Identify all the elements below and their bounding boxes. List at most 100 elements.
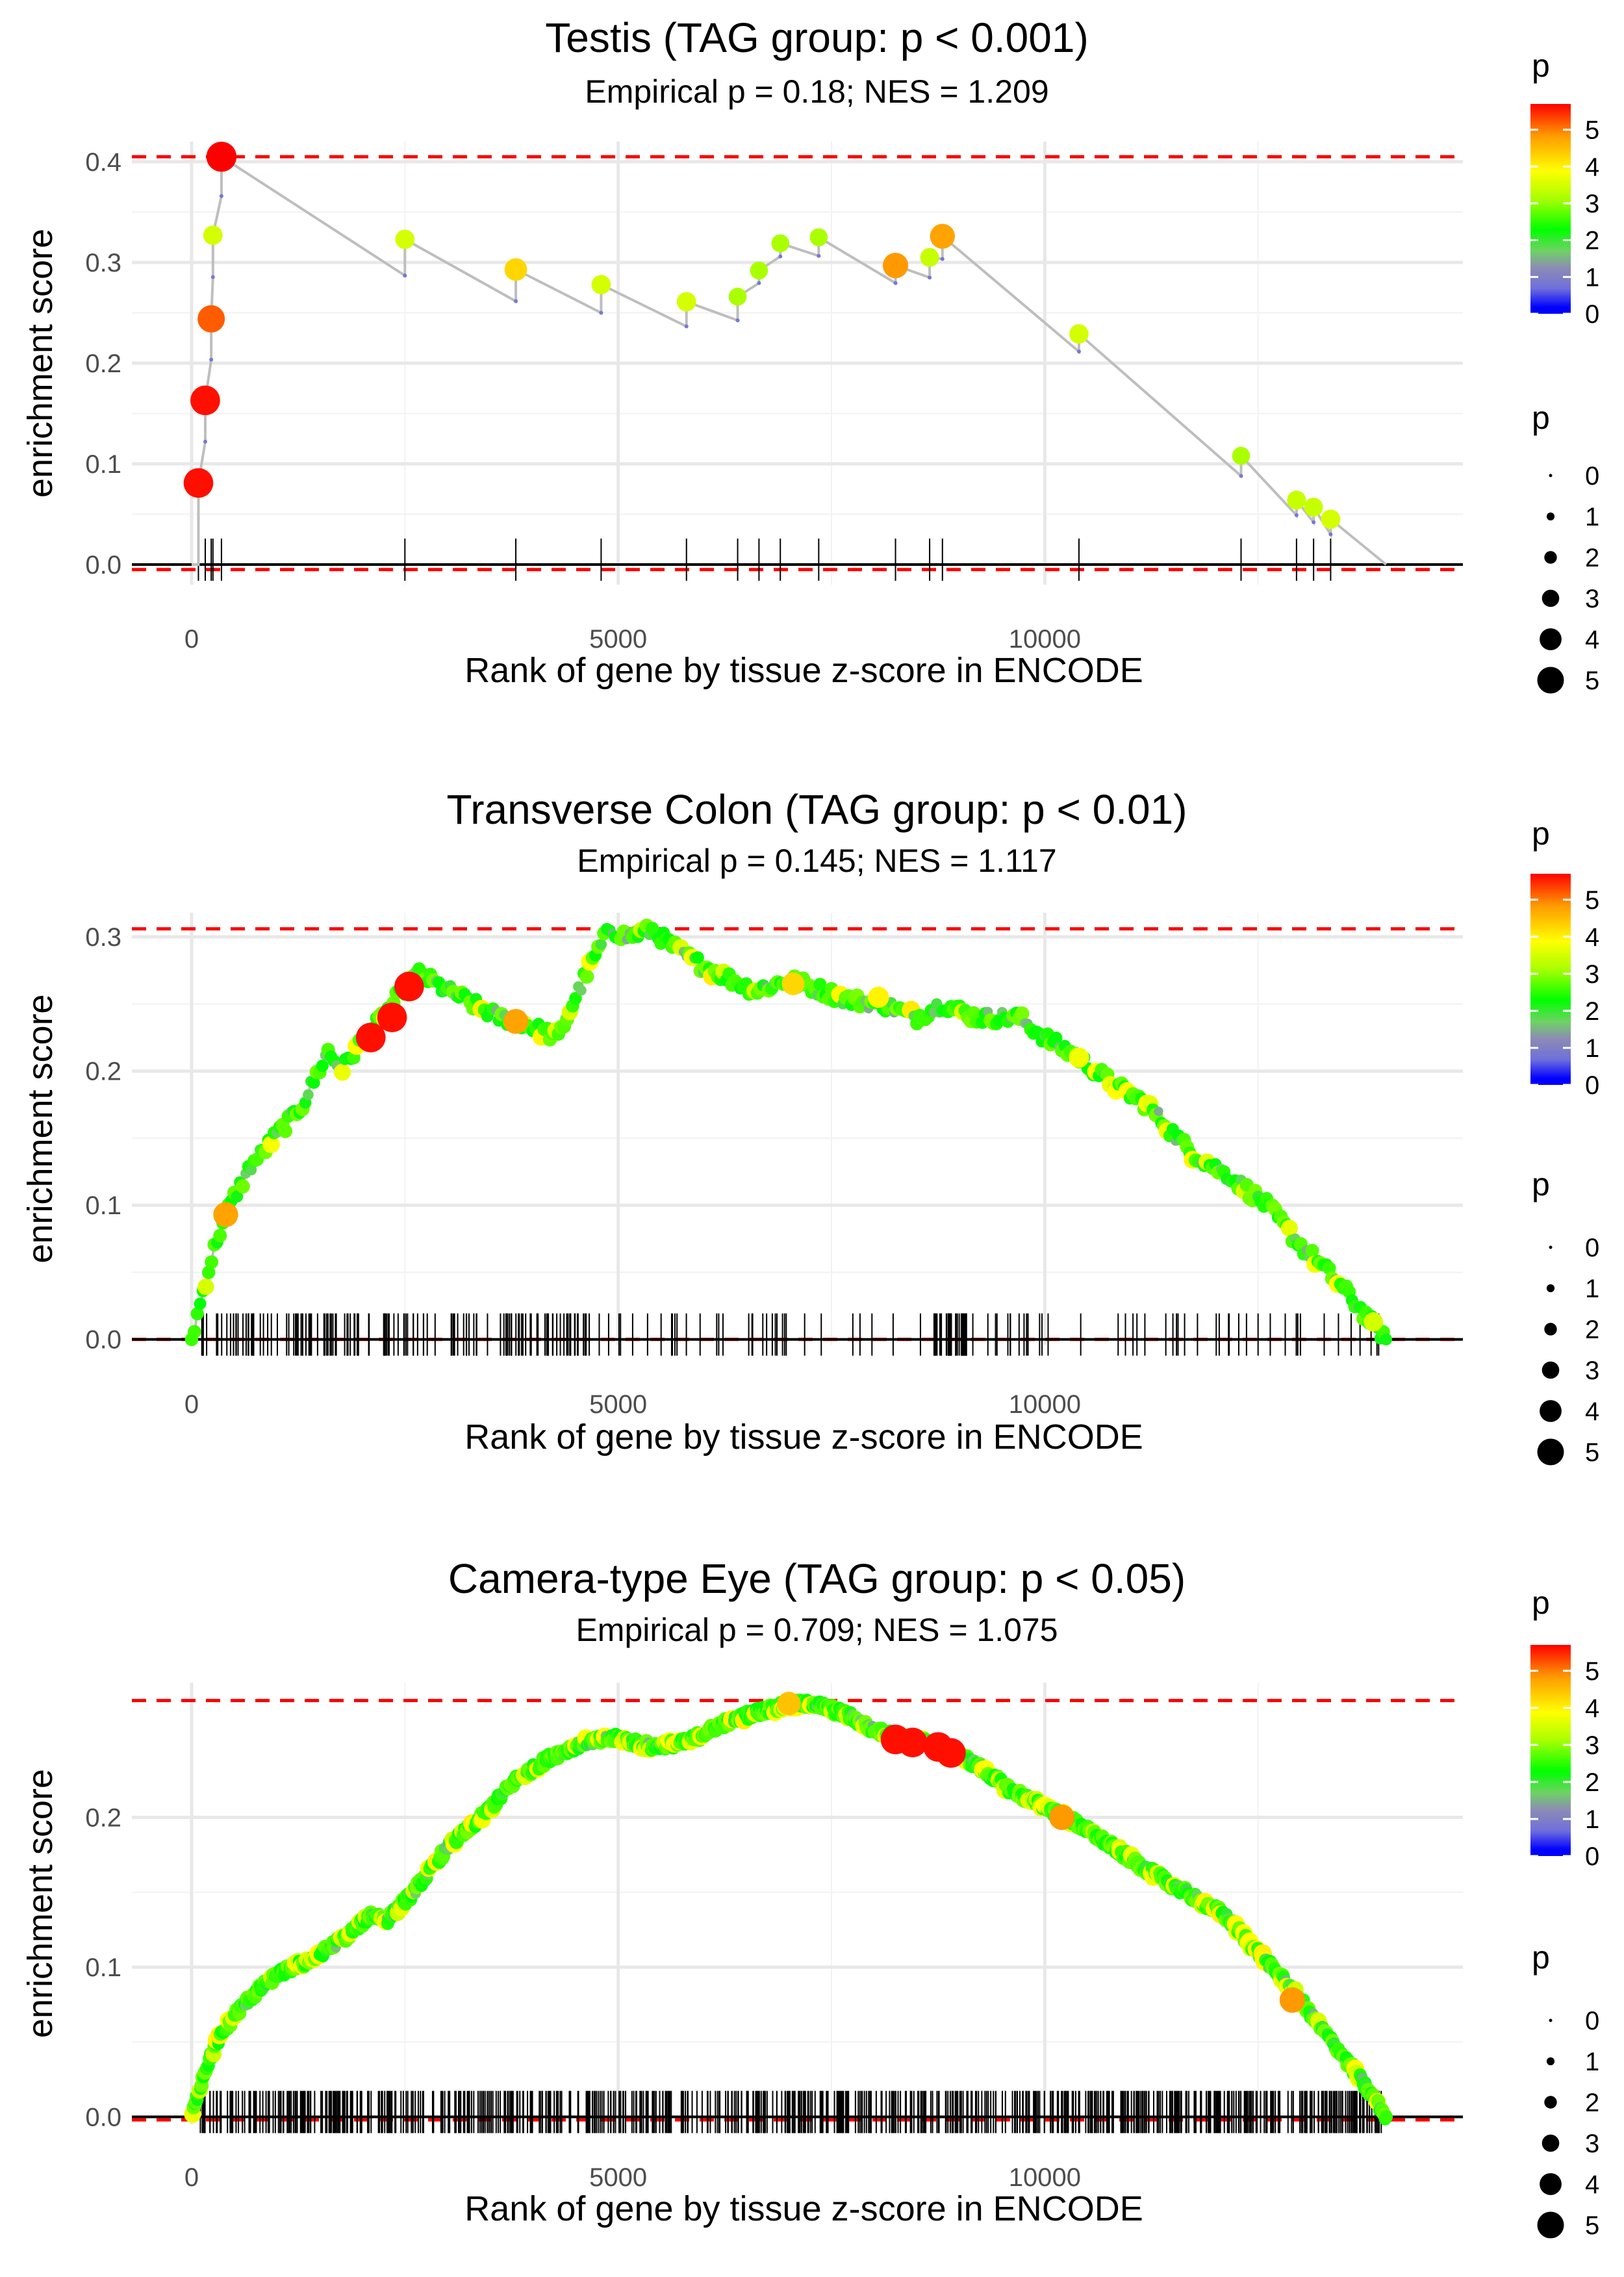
hit-point [1050,1032,1063,1044]
size-legend-title: p [1532,1939,1550,1976]
size-legend-label: 0 [1585,2007,1599,2035]
x-tick-label: 0 [184,2163,199,2192]
color-legend: p 0 1 2 3 4 5 [1530,1584,1599,1871]
color-legend-label: 4 [1585,923,1599,952]
color-legend-label: 3 [1585,1731,1599,1760]
size-legend: p 0 1 2 3 4 5 [1532,1166,1599,1467]
hit-point [333,1063,351,1081]
panel-2: Transverse Colon (TAG group: p < 0.01) Em… [21,786,1599,1467]
hit-point [1154,1106,1163,1117]
x-tick-label: 5000 [589,625,647,654]
y-tick-label: 0.3 [85,249,121,277]
x-tick-label: 10000 [1009,625,1081,654]
hit-point [1049,1804,1075,1831]
hit-point [187,1325,201,1339]
size-legend-label: 3 [1585,1356,1599,1385]
non-hit-point [1328,532,1333,537]
rank-rug [199,2091,1382,2133]
panel-3: Camera-type Eye (TAG group: p < 0.05) Emp… [21,1555,1599,2240]
y-tick-label: 0.0 [85,551,121,579]
hit-point [595,939,607,950]
hit-point [576,985,587,996]
x-tick-label: 0 [184,1390,199,1419]
hit-point [194,1297,207,1310]
hit-point [809,228,828,247]
chart-title: Camera-type Eye (TAG group: p < 0.05) [448,1555,1186,1602]
hit-point [1069,324,1089,344]
hit-point [1379,2110,1393,2124]
size-legend-label: 5 [1585,2211,1599,2240]
non-hit-point [757,281,761,285]
color-legend-label: 5 [1585,886,1599,915]
non-hit-point [893,281,898,285]
size-legend-dot [1549,1245,1553,1249]
gridlines [132,142,1463,585]
size-legend-dot [1546,2057,1555,2066]
hit-point [1069,1047,1089,1068]
hit-point [813,978,827,991]
hit-point [503,1009,529,1034]
non-hit-point [1239,474,1243,478]
color-legend-label: 2 [1585,227,1599,255]
hit-point [394,971,424,1002]
hit-point [213,1202,238,1227]
size-legend-label: 1 [1585,2048,1599,2076]
x-tick-label: 10000 [1009,1390,1081,1419]
y-tick-label: 0.2 [85,1803,121,1832]
x-tick-label: 5000 [589,1390,647,1419]
rank-rug [201,1313,1380,1356]
gridlines [132,1683,1463,2124]
non-hit-point [817,253,821,258]
hit-point [395,229,415,249]
size-legend-dot [1544,2096,1557,2109]
hit-point [190,1307,204,1321]
size-legend-title: p [1532,400,1550,436]
color-legend-label: 4 [1585,153,1599,181]
hit-point [579,969,594,984]
hit-point [504,258,527,281]
size-legend-dot [1540,1400,1562,1422]
hit-point [728,287,747,306]
panel-1: Testis (TAG group: p < 0.001) Empirical p… [21,14,1599,695]
color-legend-label: 0 [1585,1071,1599,1100]
hit-point [591,275,611,294]
running-sum-line [191,154,1388,566]
color-legend-label: 2 [1585,1768,1599,1797]
color-legend: p 0 1 2 3 4 5 [1530,815,1599,1100]
x-axis-label: Rank of gene by tissue z-score in ENCODE [464,651,1143,690]
y-tick-label: 0.2 [85,350,121,378]
hit-point [1015,1006,1030,1021]
size-legend-dot [1546,1284,1555,1293]
hit-point [183,468,214,498]
size-legend-title: p [1532,1166,1550,1202]
hit-point [203,225,223,246]
size-legend-dot [1537,1438,1564,1466]
size-legend-label: 1 [1585,503,1599,531]
size-legend-label: 3 [1585,2130,1599,2158]
size-legend-dot [1537,667,1564,694]
y-tick-label: 0.3 [85,923,121,952]
hit-point [197,1278,214,1295]
size-legend-label: 5 [1585,667,1599,695]
size-legend-dot [1542,1361,1560,1379]
chart-title: Transverse Colon (TAG group: p < 0.01) [446,786,1187,833]
color-legend-label: 0 [1585,1842,1599,1871]
hit-point [777,1692,801,1716]
color-legend-title: p [1532,1584,1550,1621]
y-tick-label: 0.0 [85,2103,121,2131]
hit-point [190,385,220,416]
size-legend-label: 3 [1585,585,1599,613]
size-legend-dot [1540,628,1562,650]
hit-point [197,305,225,333]
hit-point [213,1228,227,1243]
chart-title: Testis (TAG group: p < 0.001) [545,14,1089,61]
non-hit-point [778,254,783,259]
hit-point [303,1089,314,1100]
x-tick-label: 10000 [1009,2163,1081,2192]
color-legend-title: p [1532,47,1550,84]
hit-point [1321,509,1341,529]
size-legend-dot [1542,589,1560,607]
hit-point [936,1738,966,1768]
hit-point [1305,1243,1319,1258]
y-tick-label: 0.0 [85,1326,121,1355]
